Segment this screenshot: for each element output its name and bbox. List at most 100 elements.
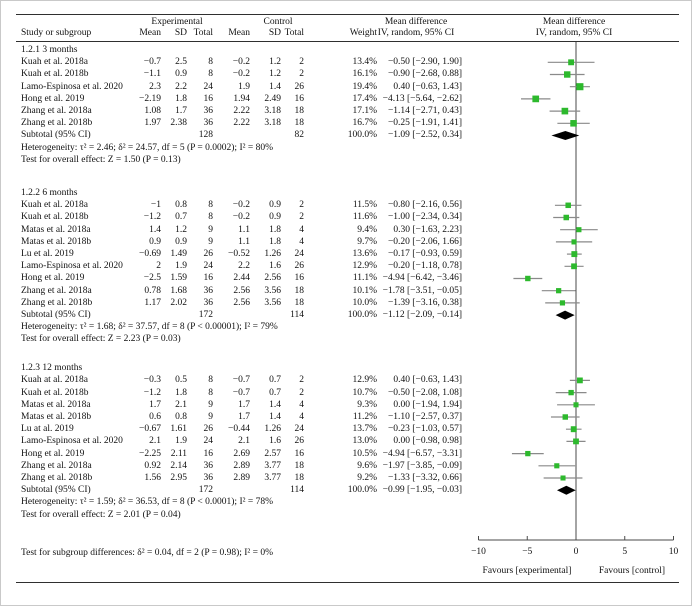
study-row-e_mean: −1.2 [143,212,161,223]
study-row-c_total: 18 [294,460,305,471]
study-row-e_sd: 0.5 [175,375,187,386]
study-row-c_total: 18 [294,118,305,129]
study-row-md_label: −0.17 [−0.93, 0.59] [387,249,462,259]
study-row-e_total: 9 [208,399,213,410]
heterogeneity-note: Heterogeneity: τ² = 1.59; δ² = 36.53, df… [21,497,273,508]
study-row-c_total: 26 [294,261,305,272]
study-row-e_sd: 2.02 [170,297,187,308]
study-row-e_sd: 1.7 [175,106,187,116]
study-row-e_sd: 1.9 [175,436,187,447]
header-weight: Weight [349,28,377,38]
point-estimate-marker [562,414,568,420]
study-row-name: Kuah et al. 2018a [21,200,89,211]
study-row-name: Lamo-Espinosa et al. 2020 [21,81,123,92]
study-row-c_total: 4 [299,411,304,422]
study-row-e_sd: 1.59 [170,273,187,284]
study-row-e_sd: 0.9 [175,69,187,80]
study-row-c_sd: 3.56 [264,297,281,308]
study-row-c_sd: 3.77 [264,460,281,471]
point-estimate-marker [576,83,584,91]
subtotal-weight: 100.0% [347,130,377,141]
study-row-e_mean: −0.3 [143,375,161,386]
study-row-e_sd: 1.8 [175,387,187,398]
study-row-c_mean: −0.44 [228,424,250,435]
study-row-e_mean: 2 [156,261,161,272]
study-row-c_total: 18 [294,285,305,296]
study-row-md_label: −4.94 [−6.57, −3.31] [382,448,462,459]
study-row-e_total: 36 [203,106,214,116]
study-row-name: Kuah et al. 2018b [21,212,89,223]
header-group-experimental: Experimental [151,17,203,27]
study-row-e_mean: −1.2 [143,387,161,398]
study-row-e_mean: 1.97 [144,118,161,129]
study-row-e_total: 8 [208,387,213,398]
header-md-text-line2: IV, random, 95% CI [377,28,455,38]
study-row-c_sd: 1.4 [269,81,281,92]
study-row-e_total: 8 [208,212,213,223]
point-estimate-marker [564,71,571,78]
point-estimate-marker [559,300,566,306]
study-row-weight: 10.7% [352,387,377,398]
study-row-md_label: −1.00 [−2.34, 0.34] [387,212,462,223]
study-row-c_total: 2 [299,212,304,223]
study-row-e_total: 8 [208,200,213,211]
point-estimate-marker [532,95,540,103]
study-row-c_total: 2 [299,200,304,211]
study-row-c_mean: 2.89 [233,460,250,471]
study-row-md_label: −1.39 [−3.16, 0.38] [387,297,462,308]
subtotal-md: −1.12 [−2.09, −0.14] [382,310,462,320]
study-row-e_total: 36 [203,460,214,471]
header-exp-total: Total [193,28,213,38]
study-row-c_sd: 1.26 [264,424,281,435]
study-row-e_total: 9 [208,411,213,422]
study-row-c_total: 16 [294,448,305,459]
study-row-e_mean: 1.4 [149,224,161,235]
study-row-md_label: −4.13 [−5.64, −2.62] [382,93,462,104]
study-row-name: Lamo-Espinosa et al. 2020 [21,261,123,272]
study-row-e_mean: 0.9 [149,236,161,247]
point-estimate-marker [554,463,560,469]
study-row-e_total: 9 [208,224,213,235]
study-row-c_mean: 2.56 [233,297,250,308]
study-row-name: Hong et al. 2019 [21,448,85,459]
bottom-rule [16,582,679,583]
study-row-name: Kuah et al. 2018b [21,69,89,80]
subtotal-weight: 100.0% [347,485,377,496]
study-row-name: Kuah at al. 2018a [21,375,89,386]
axis-tick-label: 0 [573,547,579,557]
point-estimate-marker [568,389,574,396]
study-row-e_mean: 1.56 [144,472,161,483]
study-row-name: Lu et al. 2019 [21,249,74,259]
point-estimate-marker [571,263,577,270]
subtotal-exp-total: 128 [198,130,213,141]
study-row-md_label: −1.33 [−3.32, 0.66] [387,472,462,483]
point-estimate-marker [571,239,577,245]
study-row-e_mean: 1.08 [144,106,161,116]
study-row-md_label: −1.10 [−2.57, 0.37] [387,411,462,422]
study-row-e_mean: 0.6 [149,411,161,422]
study-row-c_mean: 1.1 [238,236,250,247]
study-row-e_sd: 2.95 [170,472,187,483]
header-study: Study or subgroup [21,28,92,38]
study-row-c_mean: 2.1 [238,436,250,447]
study-row-e_total: 26 [203,424,214,435]
study-row-c_sd: 1.2 [269,69,281,80]
study-row-name: Hong et al. 2019 [21,93,85,104]
study-row-name: Hong et al. 2019 [21,273,85,284]
study-row-e_sd: 1.8 [175,93,187,104]
study-row-md_label: −0.20 [−2.06, 1.66] [387,236,462,247]
study-row-c_mean: 1.94 [233,93,250,104]
study-row-e_sd: 1.2 [175,224,187,235]
section-label: 1.2.1 3 months [21,45,78,55]
study-row-weight: 11.1% [352,273,377,284]
study-row-weight: 9.7% [357,236,377,247]
study-row-md_label: −1.97 [−3.85, −0.09] [382,460,462,471]
study-row-weight: 16.7% [352,118,377,129]
study-row-e_mean: 0.92 [144,460,161,471]
study-row-c_total: 24 [294,249,305,259]
study-row-e_mean: −2.19 [139,93,161,104]
study-row-e_sd: 1.61 [170,424,187,435]
study-row-c_sd: 1.4 [269,399,281,410]
